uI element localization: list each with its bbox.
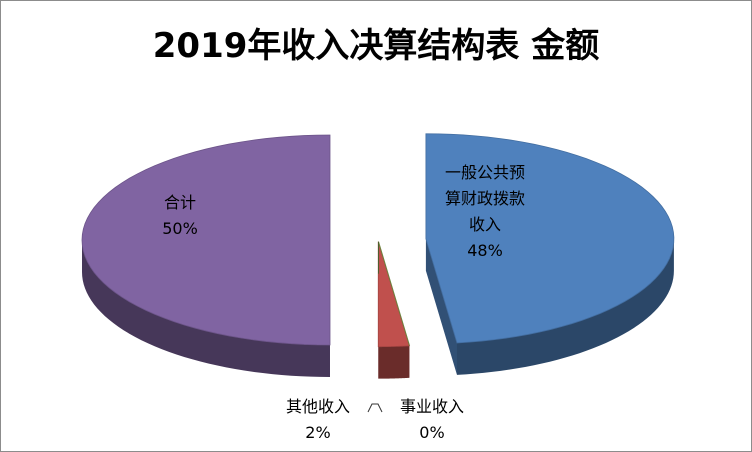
data-label-text: 算财政拨款 <box>445 189 525 208</box>
data-label-text: 一般公共预 <box>445 163 525 182</box>
data-label-3: 其他收入 2% <box>286 397 350 442</box>
data-label-text: 其他收入 <box>286 397 350 416</box>
data-label-value: 0% <box>419 423 444 442</box>
leader-line <box>367 403 383 413</box>
data-label-text: 合计 <box>164 193 196 212</box>
data-label-2: 事业收入 0% <box>400 397 464 442</box>
data-label-value: 48% <box>467 241 503 260</box>
slice-1 <box>425 133 675 375</box>
slice-3 <box>377 241 410 379</box>
data-label-text: 事业收入 <box>400 397 464 416</box>
slice-4 <box>81 134 331 377</box>
data-label-4: 合计 50% <box>162 193 198 238</box>
data-label-value: 50% <box>162 219 198 238</box>
slice-2 <box>378 241 411 346</box>
data-label-text: 收入 <box>469 215 501 234</box>
chart-title: 2019年收入决算结构表 金额 <box>152 26 600 66</box>
data-label-value: 2% <box>305 423 330 442</box>
